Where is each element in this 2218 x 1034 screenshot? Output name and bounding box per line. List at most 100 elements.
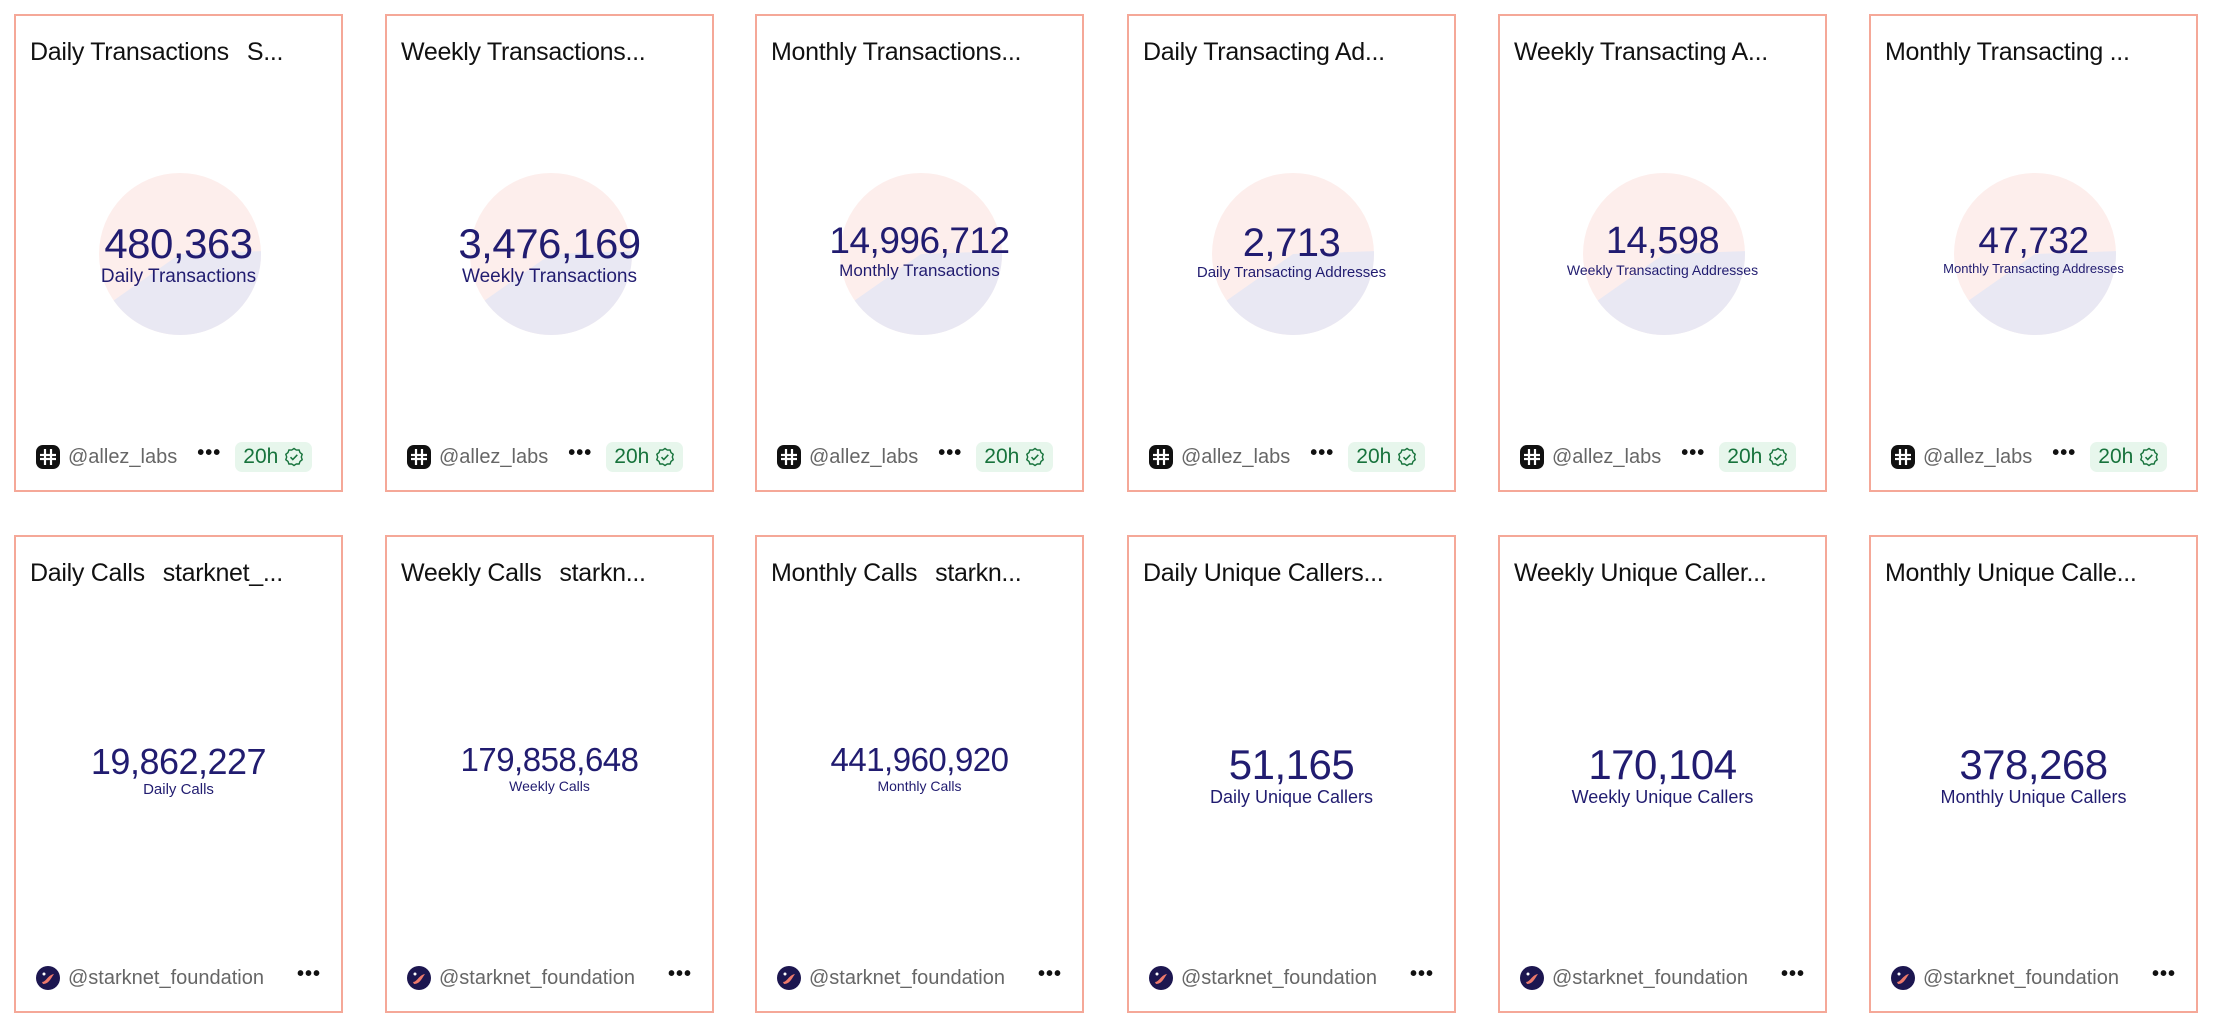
freshness-badge[interactable]: 20h [235,442,313,472]
widget-title[interactable]: Monthly Transactions... [771,38,1072,67]
badge-text: 20h [984,445,1020,468]
more-horizontal-icon[interactable]: ••• [938,442,963,464]
author-link[interactable]: @allez_labs [1923,445,2033,468]
verified-check-icon [2140,447,2159,467]
counter-widget[interactable]: Monthly Transactions... 14,996,712 Month… [755,14,1084,492]
counter-widget[interactable]: Daily Calls starknet_... 19,862,227 Daily… [14,535,343,1013]
widget-title[interactable]: Daily Transacting Ad... [1143,38,1444,67]
freshness-badge[interactable]: 20h [976,442,1054,472]
counter-value: 14,996,712 [829,220,1010,261]
more-horizontal-icon[interactable]: ••• [1409,963,1434,985]
more-horizontal-icon[interactable]: ••• [1037,963,1062,985]
widget-footer: @allez_labs ••• 20h [36,440,331,474]
counter-label: Weekly Transactions [462,266,637,288]
more-horizontal-icon[interactable]: ••• [568,442,593,464]
counter: 179,858,648 Weekly Calls [387,742,712,794]
widget-title[interactable]: Monthly Calls starkn... [771,559,1072,588]
counter-widget[interactable]: Weekly Transactions... 3,476,169 Weekly … [385,14,714,492]
pie-slice-bottom [1226,251,1374,335]
widget-title[interactable]: Weekly Transactions... [401,38,702,67]
widget-footer: @allez_labs ••• 20h [407,440,702,474]
counter-widget[interactable]: Weekly Transacting A... 14,598 Weekly Tr… [1498,14,1827,492]
badge-text: 20h [614,445,650,468]
counter-value: 441,960,920 [830,741,1009,778]
author-link[interactable]: @allez_labs [809,445,919,468]
counter: 3,476,169 Weekly Transactions [387,221,712,288]
more-horizontal-icon[interactable]: ••• [296,963,321,985]
author-link[interactable]: @starknet_foundation [1181,966,1377,989]
counter-label: Monthly Calls [877,777,962,794]
freshness-badge[interactable]: 20h [2090,442,2168,472]
freshness-badge[interactable]: 20h [1719,442,1797,472]
author-link[interactable]: @starknet_foundation [1923,966,2119,989]
counter-widget[interactable]: Weekly Unique Caller... 170,104 Weekly U… [1498,535,1827,1013]
widget-title[interactable]: Weekly Transacting A... [1514,38,1815,67]
pie-background [1212,173,1374,335]
counter-label: Weekly Calls [509,777,590,794]
more-horizontal-icon[interactable]: ••• [1681,442,1706,464]
author-link[interactable]: @allez_labs [68,445,178,468]
starknet-logo-icon [777,966,801,990]
counter-value: 378,268 [1959,741,2108,788]
counter-label: Weekly Unique Callers [1571,787,1754,808]
pie-slice-bottom [1968,251,2116,335]
author-link[interactable]: @starknet_foundation [439,966,635,989]
widget-title[interactable]: Daily Transactions S... [30,38,331,67]
widget-title[interactable]: Monthly Transacting ... [1885,38,2186,67]
author-link[interactable]: @allez_labs [1552,445,1662,468]
starknet-logo-icon [36,966,60,990]
author-link[interactable]: @allez_labs [1181,445,1291,468]
counter-widget[interactable]: Monthly Unique Calle... 378,268 Monthly … [1869,535,2198,1013]
allez-logo-icon [1891,445,1915,469]
widget-footer: @allez_labs ••• 20h [777,440,1072,474]
freshness-badge[interactable]: 20h [1348,442,1426,472]
more-horizontal-icon[interactable]: ••• [667,963,692,985]
widget-title[interactable]: Daily Calls starknet_... [30,559,331,588]
counter-label: Daily Transacting Addresses [1196,264,1387,281]
counter: 480,363 Daily Transactions [16,221,341,288]
widget-footer: @starknet_foundation ••• [36,961,331,995]
counter-value: 2,713 [1242,221,1341,265]
starknet-logo-icon [1520,966,1544,990]
widget-title-text: Daily Transactions [30,38,229,66]
widget-title[interactable]: Weekly Calls starkn... [401,559,702,588]
counter-widget[interactable]: Monthly Calls starkn... 441,960,920 Month… [755,535,1084,1013]
widget-title[interactable]: Monthly Unique Calle... [1885,559,2186,588]
allez-logo-icon [36,445,60,469]
author-link[interactable]: @starknet_foundation [1552,966,1748,989]
pie-background [840,173,1002,335]
more-horizontal-icon[interactable]: ••• [1310,442,1335,464]
counter: 2,713 Daily Transacting Addresses [1129,222,1454,282]
widget-title[interactable]: Weekly Unique Caller... [1514,559,1815,588]
widget-subtitle: starkn... [935,559,1022,587]
widget-title-text: Weekly Unique Caller... [1514,559,1767,587]
more-horizontal-icon[interactable]: ••• [1780,963,1805,985]
starknet-logo-icon [1891,966,1915,990]
counter-label: Weekly Transacting Addresses [1566,261,1759,278]
author-link[interactable]: @starknet_foundation [809,966,1005,989]
widget-subtitle: starknet_... [162,559,283,587]
counter-widget[interactable]: Weekly Calls starkn... 179,858,648 Weekly… [385,535,714,1013]
pie-background [99,173,261,335]
more-horizontal-icon[interactable]: ••• [197,442,222,464]
counter-widget[interactable]: Daily Unique Callers... 51,165 Daily Uni… [1127,535,1456,1013]
author-link[interactable]: @starknet_foundation [68,966,264,989]
counter-label: Monthly Transacting Addresses [1943,260,2124,276]
counter-widget[interactable]: Daily Transacting Ad... 2,713 Daily Tran… [1127,14,1456,492]
badge-text: 20h [2098,445,2134,468]
verified-check-icon [1398,447,1417,467]
verified-check-icon [656,447,675,467]
freshness-badge[interactable]: 20h [606,442,684,472]
counter-label: Monthly Unique Callers [1940,787,2127,808]
counter-value: 170,104 [1588,741,1737,788]
widget-title-text: Monthly Transactions... [771,38,1022,66]
widget-title[interactable]: Daily Unique Callers... [1143,559,1444,588]
widget-title-text: Monthly Calls [771,559,918,587]
more-horizontal-icon[interactable]: ••• [2151,963,2176,985]
counter-widget[interactable]: Daily Transactions S... 480,363 Daily Tra… [14,14,343,492]
counter-label: Daily Transactions [100,266,257,288]
more-horizontal-icon[interactable]: ••• [2052,442,2077,464]
author-link[interactable]: @allez_labs [439,445,549,468]
counter: 51,165 Daily Unique Callers [1129,742,1454,808]
counter-widget[interactable]: Monthly Transacting ... 47,732 Monthly T… [1869,14,2198,492]
